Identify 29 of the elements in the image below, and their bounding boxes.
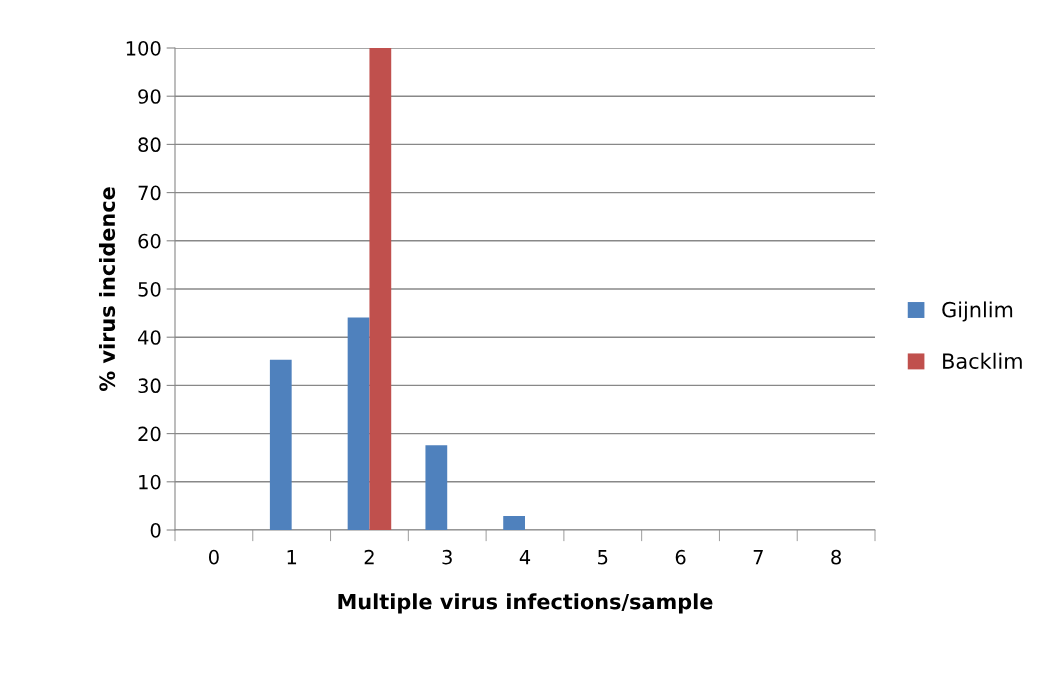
legend-label: Gijnlim	[942, 301, 1013, 322]
bar	[347, 317, 370, 530]
y-tick-label: 60	[138, 233, 161, 249]
x-tick-label: 5	[598, 550, 608, 565]
x-tick-label: 2	[364, 549, 374, 565]
y-axis-title: % virus incidence	[98, 187, 116, 392]
bar	[503, 516, 525, 530]
y-tick-label: 70	[138, 185, 161, 201]
x-axis-title: Multiple virus infections/sample	[338, 593, 713, 614]
bar	[369, 48, 392, 530]
y-tick-label: 90	[138, 89, 161, 104]
y-tick-label: 50	[138, 281, 161, 297]
y-tick-label: 40	[138, 330, 161, 345]
y-tick-label: 100	[126, 40, 161, 56]
y-tick-label: 80	[138, 137, 161, 153]
x-tick-label: 8	[831, 549, 841, 565]
y-tick-label: 10	[139, 474, 161, 490]
bar	[269, 359, 292, 530]
bar	[425, 445, 448, 530]
y-tick-label: 30	[138, 378, 161, 394]
y-tick-label: 0	[150, 522, 161, 538]
x-tick-label: 0	[208, 549, 219, 565]
x-tick-label: 6	[675, 549, 686, 565]
x-tick-label: 1	[287, 550, 297, 565]
x-tick-label: 7	[753, 550, 763, 565]
x-tick-label: 3	[442, 549, 452, 565]
legend-label: Backlim	[943, 352, 1022, 369]
y-tick-label: 20	[138, 426, 161, 442]
x-tick-label: 4	[519, 550, 531, 565]
